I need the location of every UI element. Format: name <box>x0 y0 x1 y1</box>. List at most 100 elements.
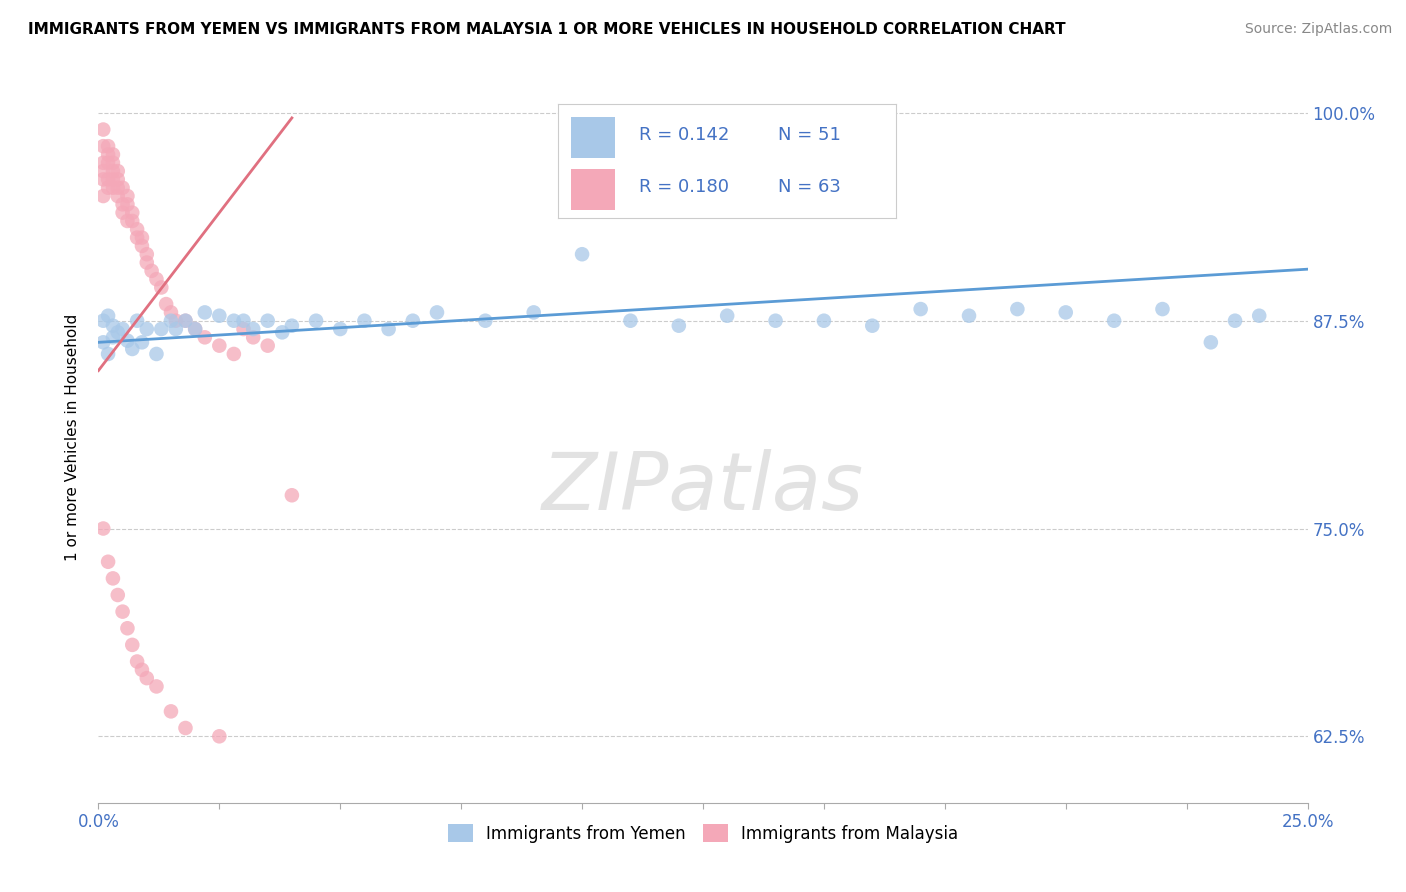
Point <box>1249 309 1271 323</box>
Point <box>571 247 593 261</box>
Point <box>97 180 120 194</box>
Point <box>135 255 157 269</box>
Point <box>474 314 496 328</box>
Point <box>160 704 183 718</box>
Point <box>97 347 120 361</box>
Point <box>97 309 120 323</box>
Point <box>91 314 114 328</box>
Point <box>121 205 143 219</box>
Point <box>101 164 124 178</box>
Point <box>91 521 114 535</box>
Point <box>165 314 187 328</box>
Point <box>131 230 153 244</box>
Point <box>160 314 183 328</box>
Point <box>402 314 425 328</box>
Point <box>426 305 449 319</box>
Point <box>91 189 114 203</box>
Point <box>135 671 157 685</box>
Point <box>765 314 787 328</box>
Point <box>101 330 124 344</box>
Point <box>135 322 157 336</box>
Point <box>860 318 883 333</box>
Point <box>107 189 129 203</box>
Point <box>145 272 167 286</box>
Point <box>281 488 304 502</box>
Point <box>619 314 641 328</box>
Point <box>117 621 139 635</box>
Point <box>101 571 124 585</box>
Point <box>155 297 177 311</box>
Point <box>101 147 124 161</box>
Point <box>957 309 980 323</box>
Point <box>111 322 134 336</box>
Point <box>91 139 114 153</box>
Point <box>716 309 738 323</box>
Point <box>377 322 399 336</box>
Point <box>91 164 114 178</box>
Point <box>101 180 124 194</box>
Point <box>353 314 375 328</box>
Point <box>141 264 163 278</box>
Point <box>111 180 134 194</box>
Point <box>184 322 207 336</box>
Point <box>208 729 231 743</box>
Point <box>131 239 153 253</box>
Point <box>1152 301 1174 317</box>
Point <box>91 172 114 186</box>
Point <box>281 318 304 333</box>
Point <box>91 122 114 136</box>
Text: Source: ZipAtlas.com: Source: ZipAtlas.com <box>1244 22 1392 37</box>
Point <box>256 314 278 328</box>
Point <box>107 164 129 178</box>
Point <box>107 588 129 602</box>
Point <box>97 139 120 153</box>
Point <box>121 342 143 356</box>
Point <box>117 197 139 211</box>
Point <box>194 305 217 319</box>
Point <box>329 322 352 336</box>
Point <box>174 721 197 735</box>
Point <box>97 172 120 186</box>
Point <box>305 314 328 328</box>
Point <box>184 322 207 336</box>
Point <box>174 314 197 328</box>
Legend: Immigrants from Yemen, Immigrants from Malaysia: Immigrants from Yemen, Immigrants from M… <box>441 818 965 849</box>
Point <box>111 197 134 211</box>
Point <box>523 305 546 319</box>
Point <box>111 605 134 619</box>
Point <box>232 322 254 336</box>
Point <box>127 222 149 236</box>
Point <box>160 305 183 319</box>
Point <box>97 555 120 569</box>
Point <box>222 314 245 328</box>
Point <box>150 322 173 336</box>
Point <box>232 314 254 328</box>
Point <box>1199 335 1222 350</box>
Point <box>145 347 167 361</box>
Point <box>165 322 187 336</box>
Point <box>97 155 120 169</box>
Point <box>131 663 153 677</box>
Point <box>91 335 114 350</box>
Point <box>127 655 149 669</box>
Y-axis label: 1 or more Vehicles in Household: 1 or more Vehicles in Household <box>65 313 80 561</box>
Point <box>111 205 134 219</box>
Point <box>150 280 173 294</box>
Point <box>813 314 835 328</box>
Point <box>256 338 278 352</box>
Point <box>194 330 217 344</box>
Point <box>121 638 143 652</box>
Point <box>101 155 124 169</box>
Point <box>127 314 149 328</box>
Text: ZIPatlas: ZIPatlas <box>541 450 865 527</box>
Point <box>242 330 264 344</box>
Point <box>208 309 231 323</box>
Point <box>117 334 139 348</box>
Point <box>107 172 129 186</box>
Point <box>121 214 143 228</box>
Point <box>107 326 129 340</box>
Point <box>107 180 129 194</box>
Point <box>97 147 120 161</box>
Point <box>117 189 139 203</box>
Point <box>1223 314 1246 328</box>
